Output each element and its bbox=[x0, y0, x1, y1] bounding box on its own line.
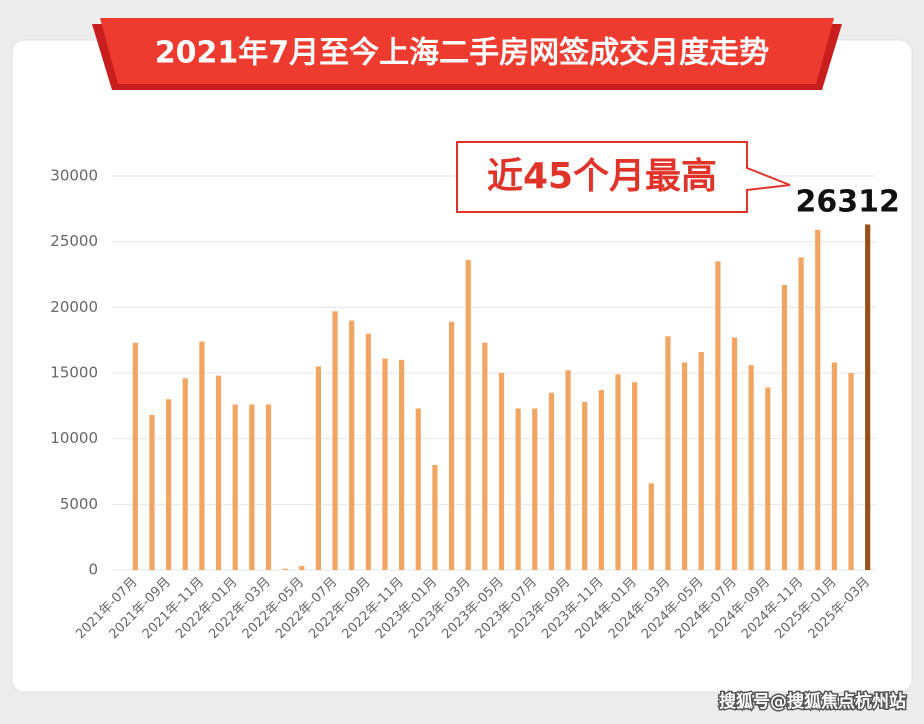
y-tick-label: 15000 bbox=[50, 364, 98, 382]
bar bbox=[349, 320, 355, 570]
bar bbox=[665, 336, 671, 570]
bar bbox=[432, 464, 438, 570]
title-banner bbox=[100, 18, 834, 84]
bar bbox=[482, 342, 488, 570]
bar bbox=[598, 390, 604, 570]
bar bbox=[548, 392, 555, 570]
bar bbox=[382, 358, 388, 570]
bar bbox=[781, 285, 788, 570]
bar bbox=[865, 224, 871, 570]
bar bbox=[415, 408, 421, 570]
bar bbox=[166, 399, 172, 570]
annotation-box bbox=[456, 141, 791, 213]
bar bbox=[332, 311, 338, 570]
bar bbox=[282, 568, 288, 570]
y-tick-label: 0 bbox=[88, 561, 98, 579]
bar bbox=[798, 257, 804, 570]
bar bbox=[149, 415, 155, 570]
bar bbox=[765, 387, 771, 570]
bar bbox=[532, 408, 538, 570]
bar bbox=[182, 378, 188, 570]
watermark: 搜狐号@搜狐焦点杭州站 bbox=[719, 691, 906, 712]
bar bbox=[365, 333, 371, 570]
bar bbox=[715, 261, 721, 570]
bar bbox=[515, 408, 521, 570]
chart-title: 2021年7月至今上海二手房网签成交月度走势 bbox=[155, 36, 769, 71]
bar bbox=[315, 366, 322, 570]
bar bbox=[815, 229, 821, 570]
bar bbox=[299, 566, 305, 570]
value-label: 26312 bbox=[795, 185, 899, 220]
y-tick-label: 10000 bbox=[50, 429, 98, 447]
bar bbox=[731, 337, 738, 570]
bar bbox=[648, 483, 654, 570]
annotation: 近45个月最高 bbox=[487, 156, 717, 197]
bar bbox=[681, 362, 688, 570]
y-tick-label: 25000 bbox=[50, 232, 98, 250]
bar bbox=[265, 404, 272, 570]
bar bbox=[232, 404, 238, 570]
bar bbox=[465, 260, 471, 570]
y-tick-label: 20000 bbox=[50, 298, 98, 316]
bar bbox=[215, 375, 222, 570]
y-tick-label: 30000 bbox=[50, 167, 98, 185]
bar bbox=[831, 362, 837, 570]
bar bbox=[199, 341, 205, 570]
bar bbox=[132, 342, 138, 570]
bar bbox=[632, 382, 638, 570]
bar bbox=[582, 401, 588, 570]
bar bbox=[615, 374, 621, 570]
bar bbox=[848, 373, 854, 570]
bar bbox=[249, 404, 255, 570]
bar bbox=[698, 351, 704, 570]
y-tick-label: 5000 bbox=[60, 495, 98, 513]
bar bbox=[565, 370, 571, 570]
bar bbox=[399, 359, 405, 570]
bar bbox=[498, 373, 505, 570]
bar bbox=[448, 321, 455, 570]
bar bbox=[748, 365, 754, 570]
